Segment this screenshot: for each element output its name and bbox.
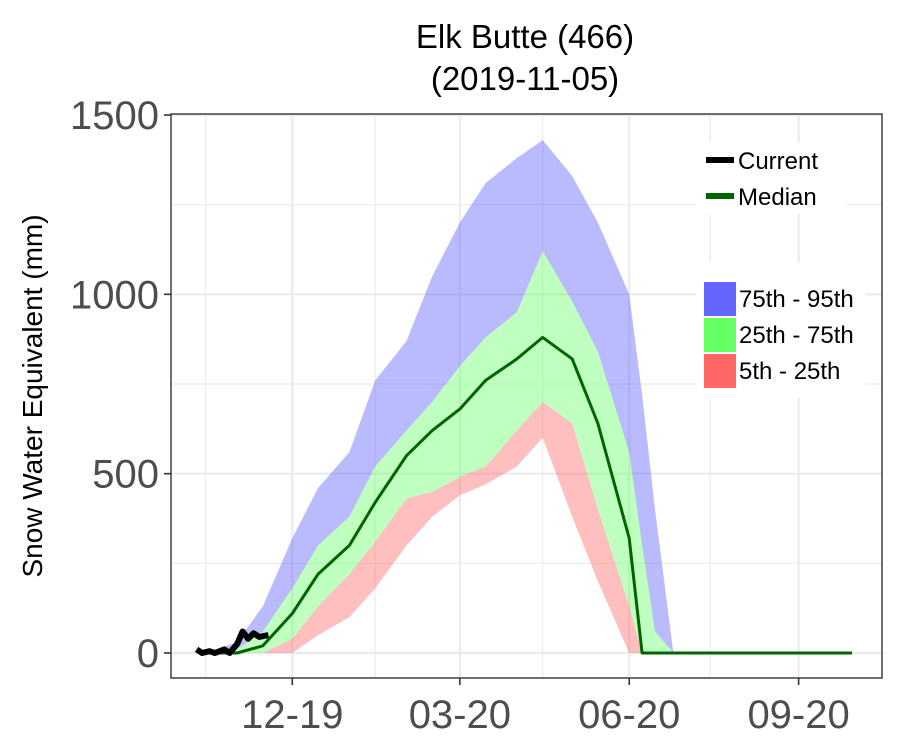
- plot-panel-border: [170, 113, 883, 679]
- x-tick-label: 12-19: [241, 693, 343, 737]
- band-25-75: [205, 251, 853, 654]
- y-axis-label: Snow Water Equivalent (mm): [17, 214, 48, 577]
- x-tick-label: 06-20: [578, 693, 680, 737]
- legend-5-25-swatch: [704, 354, 736, 388]
- legend-5-25-label: 5th - 25th: [739, 358, 840, 385]
- legend-current-label: Current: [738, 148, 818, 175]
- median-line: [205, 335, 852, 655]
- y-tick-label: 1500: [70, 94, 159, 138]
- legend-75-95-swatch: [704, 282, 736, 316]
- legend-75-95-label: 75th - 95th: [739, 286, 854, 313]
- band-layer: [205, 140, 853, 654]
- legend-25-75-label: 25th - 75th: [739, 322, 854, 349]
- legend-median-label: Median: [738, 184, 817, 211]
- band-5-25: [205, 401, 853, 653]
- legend-25-75-swatch: [704, 318, 736, 352]
- x-tick-label: 09-20: [747, 693, 849, 737]
- current-line: [194, 628, 269, 656]
- band-legend: 75th - 95th 25th - 75th 5th - 25th: [696, 262, 866, 398]
- line-layer: [194, 335, 852, 656]
- chart-subtitle: (2019-11-05): [431, 60, 619, 97]
- band-75-95: [205, 140, 853, 654]
- line-legend: Current Median: [696, 142, 846, 214]
- y-tick-label: 1000: [70, 273, 159, 317]
- y-tick-label: 500: [92, 453, 159, 497]
- chart-title: Elk Butte (466): [416, 18, 634, 55]
- x-tick-label: 03-20: [409, 693, 511, 737]
- y-tick-label: 0: [137, 632, 159, 676]
- line-legend-background: [696, 142, 846, 214]
- axis-layer: 0 500 1000 1500 12-19 03-20 06-20 09-20: [70, 94, 850, 737]
